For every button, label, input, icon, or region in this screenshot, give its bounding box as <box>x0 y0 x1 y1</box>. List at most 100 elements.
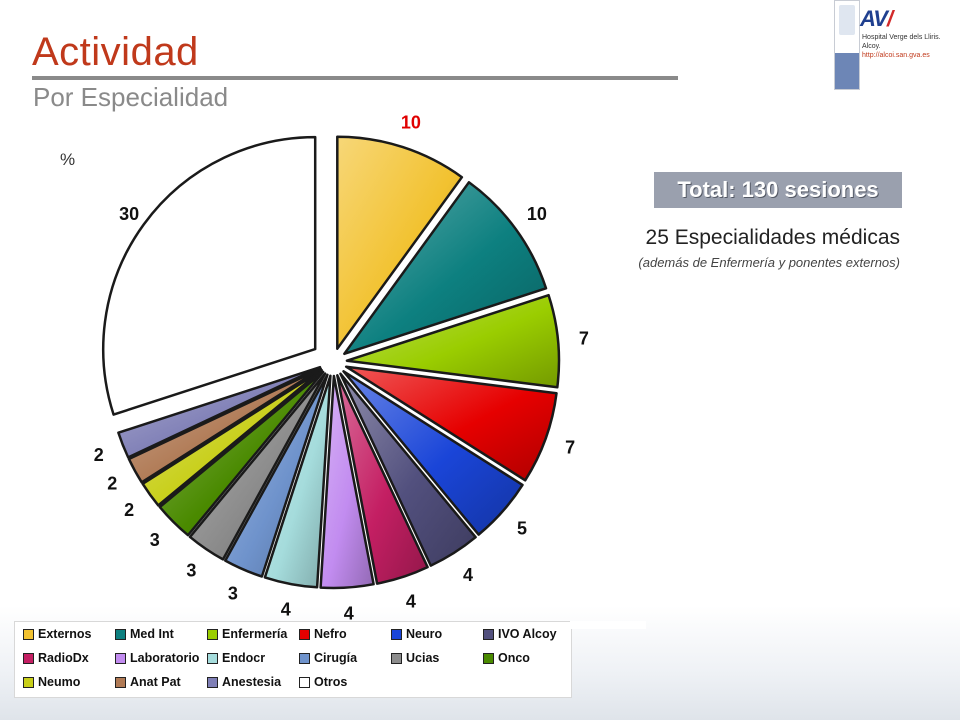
legend-swatch <box>115 628 126 640</box>
legend-item: Ucias <box>391 649 439 667</box>
total-text: Total: 130 sesiones <box>677 177 879 202</box>
legend-swatch <box>483 628 494 640</box>
pie-slice-neumo <box>141 368 323 507</box>
legend-item: Anat Pat <box>115 673 181 691</box>
pie-value-label: 4 <box>281 600 291 620</box>
specialties-note: (además de Enfermería y ponentes externo… <box>638 255 900 270</box>
legend-label: Neumo <box>38 675 81 689</box>
legend-label: RadioDx <box>38 651 89 665</box>
legend-swatch <box>115 652 126 664</box>
legend-label: Onco <box>498 651 530 665</box>
legend-extension <box>570 621 646 629</box>
legend-item: Neumo <box>23 673 80 691</box>
legend-label: Neuro <box>406 627 443 641</box>
legend-swatch <box>391 652 402 664</box>
legend-item: Otros <box>299 673 347 691</box>
pie-value-label: 2 <box>124 500 134 520</box>
legend-swatch <box>391 628 402 640</box>
pie-slice-endocr <box>263 374 332 589</box>
pie-slice-med-int <box>343 181 548 356</box>
pie-value-label: 7 <box>565 437 575 457</box>
legend-item: Nefro <box>299 625 347 643</box>
pie-slice-anestesia <box>117 365 322 459</box>
pie-value-label: 30 <box>119 204 139 224</box>
pie-value-label: 4 <box>463 565 473 585</box>
legend-label: Endocr <box>222 651 266 665</box>
logo-mark-blue: AV <box>860 6 888 31</box>
legend-label: Cirugía <box>314 651 358 665</box>
legend-swatch <box>299 628 310 640</box>
pie-value-label: 2 <box>107 473 117 493</box>
legend-item: Enfermería <box>207 625 287 643</box>
legend-label: Enfermería <box>222 627 288 641</box>
pie-value-label: 10 <box>527 204 547 224</box>
pie-slice-onco <box>158 370 325 537</box>
pie-value-label: 2 <box>94 445 104 465</box>
legend-label: Anestesia <box>222 675 282 689</box>
pie-value-label: 3 <box>150 530 160 550</box>
legend-item: RadioDx <box>23 649 89 667</box>
page-title: Actividad <box>32 30 199 74</box>
hospital-url[interactable]: http://alcoi.san.gva.es <box>862 52 930 59</box>
pie-slice-neuro <box>342 370 524 536</box>
specialties-count: 25 Especialidades médicas <box>645 226 900 249</box>
legend-item: Endocr <box>207 649 265 667</box>
legend-label: IVO Alcoy <box>498 627 557 641</box>
legend-item: Med Int <box>115 625 174 643</box>
pie-slice-externos <box>336 135 464 350</box>
hospital-info: Hospital Verge dels Lliris. Alcoy. http:… <box>862 33 941 60</box>
legend-item: Laboratorio <box>115 649 199 667</box>
legend-swatch <box>207 628 218 640</box>
legend-swatch <box>299 652 310 664</box>
legend-label: Otros <box>314 675 348 689</box>
legend-swatch <box>115 676 126 688</box>
pie-value-label: 7 <box>579 328 589 348</box>
pie-slice-ucias <box>188 372 327 561</box>
logo-band-icon <box>835 53 859 89</box>
pie-value-label: 3 <box>186 560 196 580</box>
legend-item: Externos <box>23 625 92 643</box>
legend-item: IVO Alcoy <box>483 625 557 643</box>
legend-label: Laboratorio <box>130 651 200 665</box>
pie-slice-otros <box>102 135 317 416</box>
legend-item: Onco <box>483 649 530 667</box>
legend-label: Nefro <box>314 627 347 641</box>
pie-slice-nefro <box>344 365 558 482</box>
legend-swatch <box>23 628 34 640</box>
legend-swatch <box>207 676 218 688</box>
legend-swatch <box>23 652 34 664</box>
pie-value-label: 5 <box>517 519 527 539</box>
pie-value-label: 3 <box>228 583 238 603</box>
page-subtitle: Por Especialidad <box>33 82 229 112</box>
logo-mark-red: / <box>886 6 893 31</box>
legend-item: Anestesia <box>207 673 281 691</box>
agency-logo: AV/ <box>860 6 893 32</box>
legend-swatch <box>207 652 218 664</box>
chart-legend: Externos Med Int Enfermería Nefro Neuro IVO A… <box>14 621 572 698</box>
pie-value-label: 4 <box>344 604 354 624</box>
legend-label: Ucias <box>406 651 440 665</box>
unit-label: % <box>60 150 76 169</box>
hospital-city: Alcoy. <box>862 43 881 50</box>
pie-slice-enfermer-a <box>345 293 561 389</box>
legend-label: Med Int <box>130 627 174 641</box>
pie-slice-ivo-alcoy <box>339 372 477 567</box>
legend-label: Externos <box>38 627 92 641</box>
legend-label: Anat Pat <box>130 675 181 689</box>
legend-item: Cirugía <box>299 649 357 667</box>
hospital-name: Hospital Verge dels Lliris. <box>862 34 941 41</box>
legend-swatch <box>299 676 310 688</box>
pie-slice-anat-pat <box>127 367 322 484</box>
legend-swatch <box>483 652 494 664</box>
pie-slice-cirug-a <box>224 373 329 578</box>
pie-slice-laboratorio <box>319 374 375 590</box>
pie-value-label: 4 <box>406 592 416 612</box>
pie-value-label: 10 <box>401 112 421 132</box>
total-badge: Total: 130 sesiones <box>654 172 902 208</box>
pie-slice-radiodx <box>336 374 429 585</box>
legend-swatch <box>23 676 34 688</box>
logo-figure-icon <box>839 5 855 35</box>
legend-item: Neuro <box>391 625 442 643</box>
title-divider <box>32 76 678 80</box>
